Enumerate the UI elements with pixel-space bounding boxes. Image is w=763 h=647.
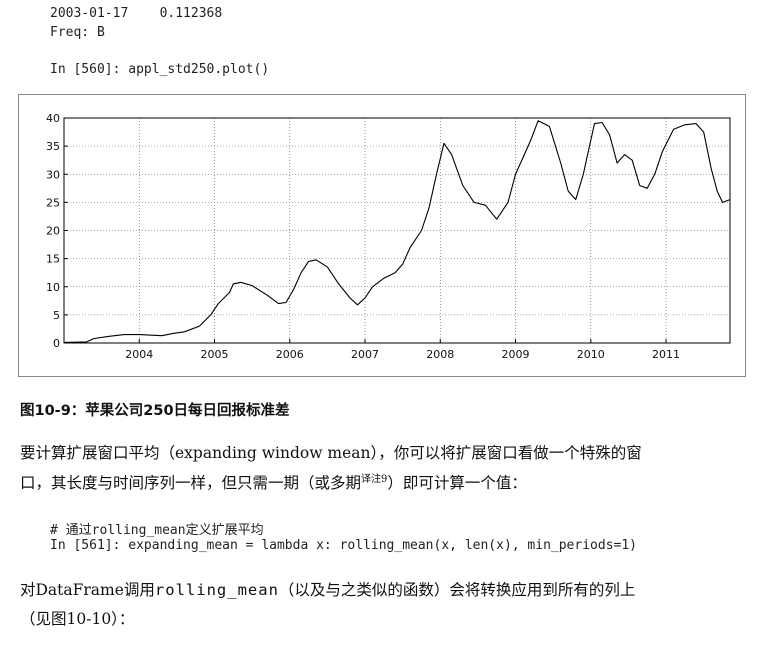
output-line-date-value: 2003-01-17 0.112368 [50, 6, 223, 21]
paragraph-1-line-2-text-b: ）即可计算一个值： [387, 474, 527, 493]
line-chart-figure: 0 5 10 15 20 25 30 35 40 2004 2005 2006 2007 2008 2009… [18, 94, 746, 377]
figure-caption: 图10-9：苹果公司250日每日回报标准差 [20, 403, 290, 419]
paragraph-2-line-1-text-b: （以及与之类似的函数）会将转换应用到所有的列上 [278, 581, 636, 599]
y-tick-label: 25 [46, 196, 60, 209]
y-tick-label: 15 [46, 253, 60, 266]
paragraph-2-line-1: 对DataFrame调用rolling_mean（以及与之类似的函数）会将转换应… [20, 578, 635, 600]
y-tick-label: 35 [46, 140, 60, 153]
y-tick-label: 30 [46, 168, 60, 181]
paragraph-2-line-1-text-a: 对DataFrame调用 [20, 581, 155, 599]
y-tick-label: 40 [46, 112, 60, 125]
code-input-561: In [561]: expanding_mean = lambda x: rol… [50, 538, 637, 553]
x-tick-label: 2004 [125, 348, 153, 361]
translator-note-superscript: 译注9 [361, 474, 388, 485]
x-tick-label: 2005 [201, 348, 229, 361]
x-tick-label: 2011 [652, 348, 680, 361]
x-tick-label: 2006 [276, 348, 304, 361]
y-tick-label: 5 [53, 309, 60, 322]
paragraph-1-line-1: 要计算扩展窗口平均（expanding window mean），你可以将扩展窗… [20, 444, 642, 462]
line-chart-svg: 0 5 10 15 20 25 30 35 40 2004 2005 2006 2007 2008 2009… [46, 112, 731, 361]
y-tick-label: 20 [46, 225, 60, 238]
plot-area-frame [63, 117, 731, 344]
code-input-560: In [560]: appl_std250.plot() [50, 62, 270, 77]
y-tick-label: 10 [46, 281, 60, 294]
series-line [63, 120, 731, 343]
x-tick-label: 2007 [351, 348, 379, 361]
paragraph-2-line-2: （见图10-10）： [20, 610, 135, 628]
y-tick-label: 0 [53, 337, 60, 350]
code-comment: # 通过rolling_mean定义扩展平均 [50, 523, 264, 538]
output-line-freq: Freq: B [50, 25, 105, 40]
x-tick-label: 2008 [426, 348, 454, 361]
inline-code-rolling-mean: rolling_mean [154, 581, 279, 599]
x-tick-label: 2009 [502, 348, 530, 361]
paragraph-1-line-2-text-a: 口，其长度与时间序列一样，但只需一期（或多期 [20, 474, 362, 493]
paragraph-1-line-2: 口，其长度与时间序列一样，但只需一期（或多期译注9）即可计算一个值： [20, 470, 527, 493]
x-tick-label: 2010 [577, 348, 605, 361]
